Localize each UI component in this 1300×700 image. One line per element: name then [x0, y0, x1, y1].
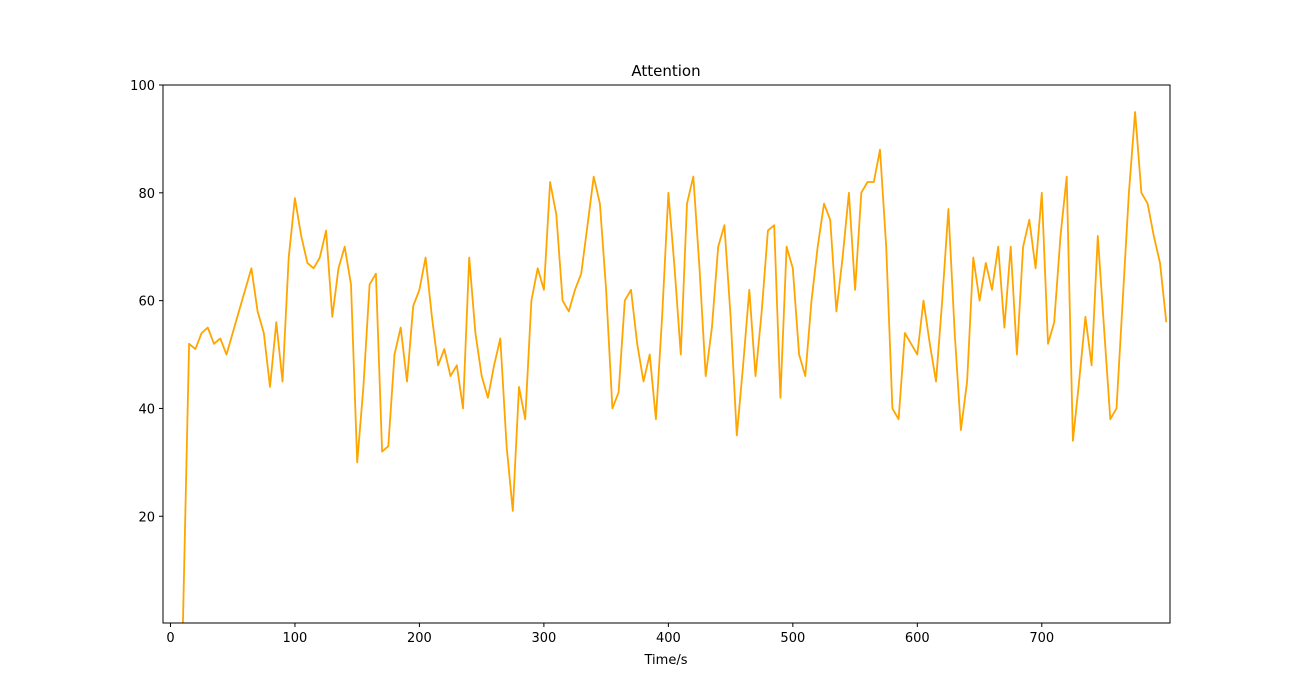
y-tick-label: 40 [138, 402, 155, 417]
chart-title: Attention [631, 62, 700, 80]
x-tick-label: 200 [407, 631, 432, 646]
y-tick-label: 60 [138, 295, 155, 310]
x-axis-label: Time/s [644, 653, 688, 668]
plot-frame [162, 84, 1171, 624]
x-tick-label: 500 [780, 631, 805, 646]
x-tick-label: 100 [283, 631, 308, 646]
x-tick-label: 300 [531, 631, 556, 646]
y-tick-label: 80 [138, 187, 155, 202]
x-tick-label: 700 [1029, 631, 1054, 646]
x-tick-label: 600 [905, 631, 930, 646]
y-tick-label: 20 [138, 510, 155, 525]
data-line [182, 111, 1168, 623]
y-tick-label: 100 [130, 79, 155, 94]
x-tick-label: 0 [166, 631, 174, 646]
x-tick-label: 400 [656, 631, 681, 646]
